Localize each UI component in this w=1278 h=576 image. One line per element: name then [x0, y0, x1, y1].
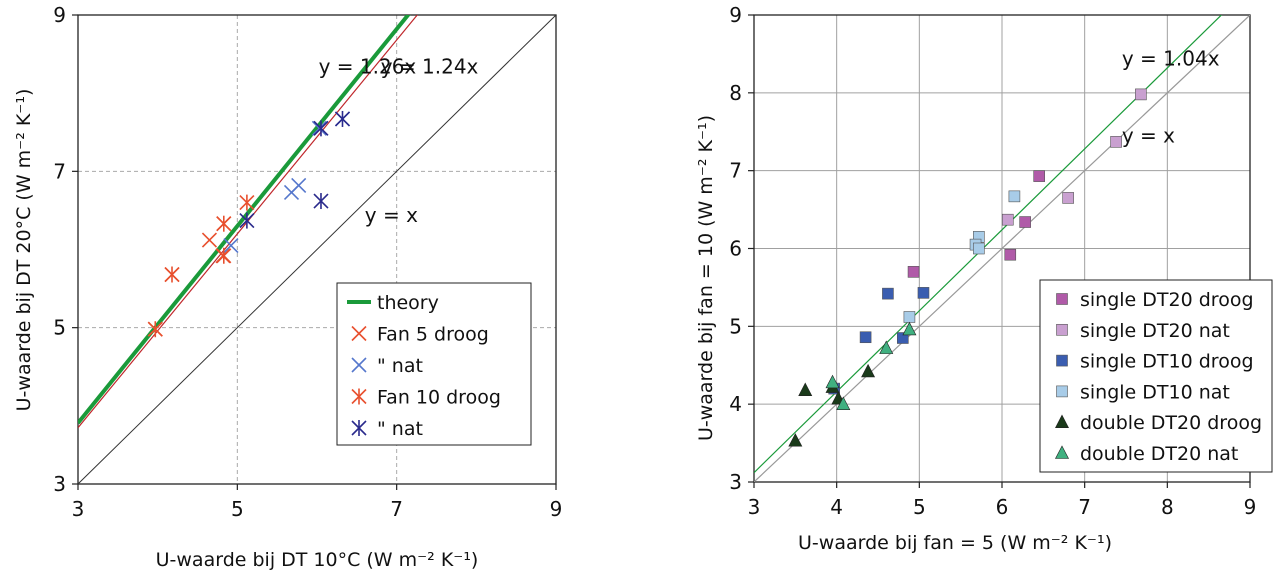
- series-3: [828, 287, 930, 395]
- data-point-stroke: [201, 232, 218, 248]
- data-point: [1019, 216, 1031, 228]
- plot-frame: [77, 14, 557, 485]
- y-tick-label: 5: [53, 316, 66, 340]
- legend-box: [336, 282, 532, 446]
- line-annotation: y = 1.04x: [1122, 47, 1220, 71]
- line-annotation: y = x: [1122, 124, 1175, 148]
- x-tick-label: 9: [1244, 495, 1257, 519]
- legend-key: [1055, 445, 1069, 459]
- y-tick-label: 8: [729, 81, 742, 105]
- data-point: [1008, 190, 1021, 203]
- fit-line-3: [78, 15, 556, 484]
- data-point: [825, 374, 840, 389]
- y-tick-label: 9: [729, 3, 742, 27]
- y-tick-label: 3: [729, 470, 742, 494]
- data-point: [1001, 213, 1014, 226]
- x-tick-label: 6: [996, 495, 1009, 519]
- data-point: [879, 340, 894, 354]
- legend-key: [1056, 323, 1068, 336]
- data-point: [882, 287, 894, 300]
- legend: single DT20 droog single DT20 nat single D…: [1039, 279, 1273, 473]
- y-tick-label: 5: [729, 314, 742, 338]
- legend-label: double DT20 nat: [1080, 443, 1238, 465]
- data-point: [788, 433, 803, 447]
- x-axis-label: U-waarde bij fan = 5 (W m⁻² K⁻¹): [798, 532, 1112, 554]
- legend-key: [1056, 293, 1068, 305]
- x-tick-label: 7: [1078, 495, 1091, 519]
- data-point: [1135, 88, 1147, 101]
- series-6: [825, 321, 917, 410]
- data-point: [917, 287, 930, 299]
- y-tick-label: 6: [729, 237, 742, 261]
- data-point: [973, 242, 985, 255]
- x-tick-label: 9: [550, 497, 563, 521]
- fit-line-1: [78, 15, 411, 425]
- data-point: [907, 266, 920, 278]
- y-tick-label: 7: [53, 159, 66, 183]
- y-tick-label: 9: [53, 3, 66, 27]
- data-point: [1004, 248, 1017, 261]
- series-3: [147, 194, 255, 338]
- data-point: [1062, 192, 1074, 204]
- y-tick-label: 7: [729, 159, 742, 183]
- chart-2: 3 4 5 6 7 8 9 3 4 5 6 7 8 9 U-waarde bij fan = 5 (W m⁻…: [695, 3, 1273, 554]
- series-4: [903, 190, 1021, 323]
- legend-label: Fan 10 droog: [377, 387, 501, 409]
- y-axis-label: U-waarde bij DT 20°C (W m⁻² K⁻¹): [13, 89, 35, 412]
- chart-1: 3 5 7 9 3 5 7 9 U-waarde bij DT 10°C (W m⁻² K⁻¹)…: [13, 3, 563, 571]
- legend-label: " nat: [377, 355, 423, 377]
- legend-label: Fan 5 droog: [377, 324, 489, 346]
- legend-label: double DT20 droog: [1080, 412, 1262, 434]
- data-point-stroke: [311, 120, 327, 136]
- x-tick-label: 3: [72, 497, 85, 521]
- y-tick-label: 4: [729, 392, 742, 416]
- data-point: [903, 311, 916, 323]
- line-annotation: y = 1.26x: [319, 55, 417, 79]
- data-point: [1110, 136, 1122, 148]
- data-point: [896, 332, 909, 344]
- data-point-stroke: [291, 177, 307, 193]
- data-point: [859, 331, 872, 344]
- x-tick-label: 5: [231, 497, 244, 521]
- data-point-stroke: [223, 238, 239, 254]
- line-annotation: y = 1.24x: [381, 55, 479, 79]
- x-tick-label: 3: [748, 495, 761, 519]
- legend-key: [1055, 414, 1069, 429]
- legend-key-stroke: [351, 325, 367, 342]
- data-point: [836, 396, 851, 410]
- x-tick-label: 8: [1161, 495, 1174, 519]
- series-2: [1001, 88, 1147, 226]
- legend-label: single DT20 droog: [1080, 289, 1254, 311]
- data-point: [861, 363, 876, 378]
- series-1: [907, 170, 1045, 278]
- x-tick-label: 5: [913, 495, 926, 519]
- x-tick-label: 7: [390, 497, 403, 521]
- data-point: [1033, 170, 1045, 182]
- series-4: [239, 110, 351, 229]
- y-axis-label: U-waarde bij fan = 10 (W m⁻² K⁻¹): [695, 115, 717, 441]
- legend-label: theory: [377, 292, 439, 314]
- legend-key: [1056, 354, 1068, 367]
- legend-label: single DT10 droog: [1080, 351, 1254, 373]
- y-tick-label: 3: [53, 472, 66, 496]
- data-point: [798, 382, 813, 396]
- legend-label: single DT10 nat: [1080, 381, 1230, 403]
- series-2: [223, 111, 351, 254]
- data-point: [902, 321, 917, 336]
- legend-box: [1039, 279, 1273, 473]
- legend-label: " nat: [377, 418, 423, 440]
- legend-label: single DT20 nat: [1080, 320, 1230, 342]
- x-axis-label: U-waarde bij DT 10°C (W m⁻² K⁻¹): [156, 549, 479, 571]
- line-annotation: y = x: [365, 203, 418, 227]
- legend-key: [1056, 385, 1068, 398]
- legend: theory Fan 5 droog " nat Fan 10 droog " nat: [336, 282, 532, 446]
- x-tick-label: 4: [830, 495, 843, 519]
- legend-key-stroke: [351, 357, 367, 373]
